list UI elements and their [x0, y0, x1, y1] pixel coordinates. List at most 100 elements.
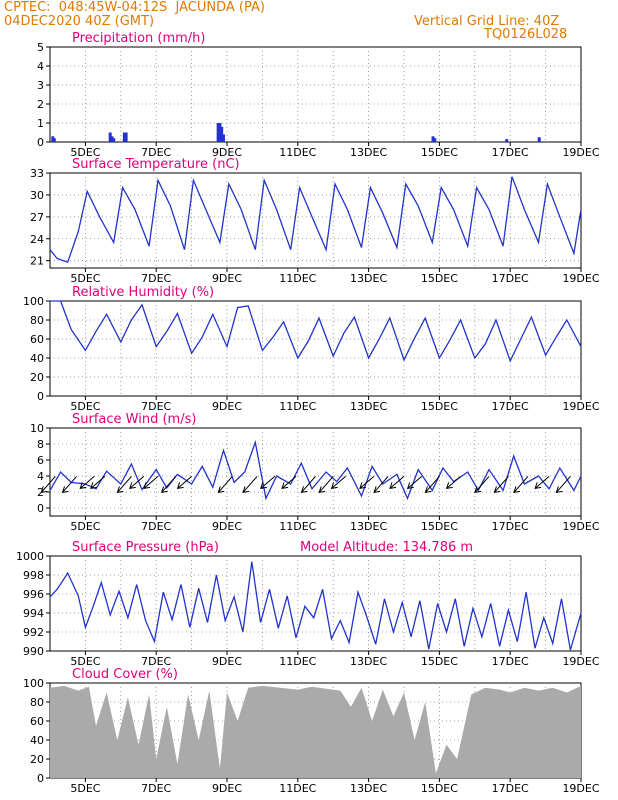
panel-title: Relative Humidity (%): [72, 285, 214, 300]
wind-arrow-head: [424, 486, 432, 494]
y-tick-label: 3: [37, 79, 44, 92]
panel-title: Surface Temperature (nC): [72, 157, 240, 172]
y-tick-label: 100: [23, 295, 44, 308]
wind-arrow-head: [129, 482, 136, 490]
wind-arrow-head: [40, 486, 48, 494]
y-tick-label: 0: [37, 772, 44, 785]
x-tick-label: 9DEC: [212, 782, 242, 795]
x-tick-label: 5DEC: [70, 400, 100, 413]
y-tick-label: 80: [30, 314, 44, 327]
wind-arrow-head: [474, 486, 482, 494]
wind-arrow-shaft: [79, 476, 95, 489]
x-tick-label: 9DEC: [212, 272, 242, 285]
wind-arrow-head: [300, 486, 308, 494]
x-tick-label: 19DEC: [562, 146, 599, 159]
x-tick-label: 7DEC: [141, 146, 171, 159]
x-tick-label: 7DEC: [141, 520, 171, 533]
x-tick-label: 7DEC: [141, 655, 171, 668]
y-tick-label: 80: [30, 696, 44, 709]
x-tick-label: 15DEC: [421, 520, 458, 533]
y-tick-label: 10: [30, 422, 44, 435]
wind-arrow-head: [176, 482, 184, 490]
precip-bar: [221, 134, 225, 142]
wind-arrow-shaft: [474, 476, 490, 493]
y-tick-label: 4: [37, 60, 44, 73]
precip-bar: [124, 132, 128, 142]
station-header: CPTEC: 048:45W-04:12S JACUNDA (PA): [4, 0, 265, 15]
precip-bar: [433, 138, 437, 142]
wind-arrow-head: [406, 482, 414, 490]
panel-title: Surface Pressure (hPa): [72, 540, 219, 555]
y-tick-label: 1000: [16, 550, 44, 563]
x-tick-label: 13DEC: [350, 655, 387, 668]
x-tick-label: 11DEC: [279, 400, 316, 413]
precip-bar: [108, 132, 112, 142]
wind-arrow-head: [90, 482, 97, 490]
x-tick-label: 19DEC: [562, 400, 599, 413]
wind-arrow-shaft: [389, 476, 405, 489]
wind-arrow-head: [61, 486, 69, 494]
x-tick-label: 15DEC: [421, 272, 458, 285]
y-tick-label: 27: [30, 211, 44, 224]
y-tick-label: 6: [37, 454, 44, 467]
wind-arrow-head: [318, 486, 326, 494]
wind-arrow-shaft: [556, 476, 571, 493]
x-tick-label: 17DEC: [492, 400, 529, 413]
x-tick-label: 17DEC: [492, 520, 529, 533]
wind-arrow-shaft: [513, 476, 529, 493]
wind-arrow-head: [389, 482, 397, 490]
date-header: 04DEC2020 40Z (GMT): [4, 14, 155, 29]
grid-line-note: Vertical Grid Line: 40Z: [414, 14, 560, 29]
wind-arrow-shaft: [177, 476, 192, 489]
x-tick-label: 11DEC: [279, 655, 316, 668]
panel-frame: [49, 427, 582, 517]
y-tick-label: 990: [23, 645, 44, 658]
y-tick-label: 0: [37, 390, 44, 403]
panel-frame: [49, 300, 582, 397]
x-tick-label: 11DEC: [279, 782, 316, 795]
y-tick-label: 1: [37, 117, 44, 130]
x-tick-label: 5DEC: [70, 146, 100, 159]
wind-arrow-shaft: [373, 476, 389, 493]
wind-arrow-head: [116, 486, 124, 494]
x-tick-label: 5DEC: [70, 782, 100, 795]
x-tick-label: 5DEC: [70, 520, 100, 533]
x-tick-label: 13DEC: [350, 146, 387, 159]
panel-title: Cloud Cover (%): [72, 667, 178, 682]
y-tick-label: 40: [30, 352, 44, 365]
panel-frame: [49, 172, 582, 269]
wind-arrow-shaft: [242, 476, 258, 493]
wind-arrow-shaft: [425, 476, 440, 493]
y-tick-label: 40: [30, 734, 44, 747]
wind-arrow-shaft: [318, 476, 334, 493]
x-tick-label: 11DEC: [279, 520, 316, 533]
precip-bar: [112, 138, 116, 142]
precip-bar: [537, 137, 541, 142]
x-tick-label: 19DEC: [562, 782, 599, 795]
y-tick-label: 60: [30, 333, 44, 346]
wind-arrow-shaft: [62, 476, 77, 493]
y-tick-label: 5: [37, 41, 44, 54]
y-tick-label: 992: [23, 626, 44, 639]
y-tick-label: 2: [37, 98, 44, 111]
x-tick-label: 11DEC: [279, 272, 316, 285]
precip-bar: [431, 136, 435, 142]
wind-arrow-shaft: [161, 476, 177, 493]
series-line: [49, 176, 582, 264]
panel-title: Surface Wind (m/s): [72, 412, 196, 427]
y-tick-label: 0: [37, 502, 44, 515]
precip-bar: [52, 138, 56, 142]
series-line: [49, 439, 582, 501]
x-tick-label: 15DEC: [421, 146, 458, 159]
wind-arrow-head: [143, 482, 151, 490]
wind-arrow-shaft: [90, 476, 106, 489]
x-tick-label: 11DEC: [279, 146, 316, 159]
precip-bar: [218, 123, 222, 142]
wind-arrow-shaft: [40, 476, 56, 493]
wind-arrow-head: [534, 482, 542, 490]
x-tick-label: 7DEC: [141, 782, 171, 795]
x-tick-label: 5DEC: [70, 655, 100, 668]
x-tick-label: 19DEC: [562, 272, 599, 285]
wind-arrow-head: [513, 486, 520, 494]
